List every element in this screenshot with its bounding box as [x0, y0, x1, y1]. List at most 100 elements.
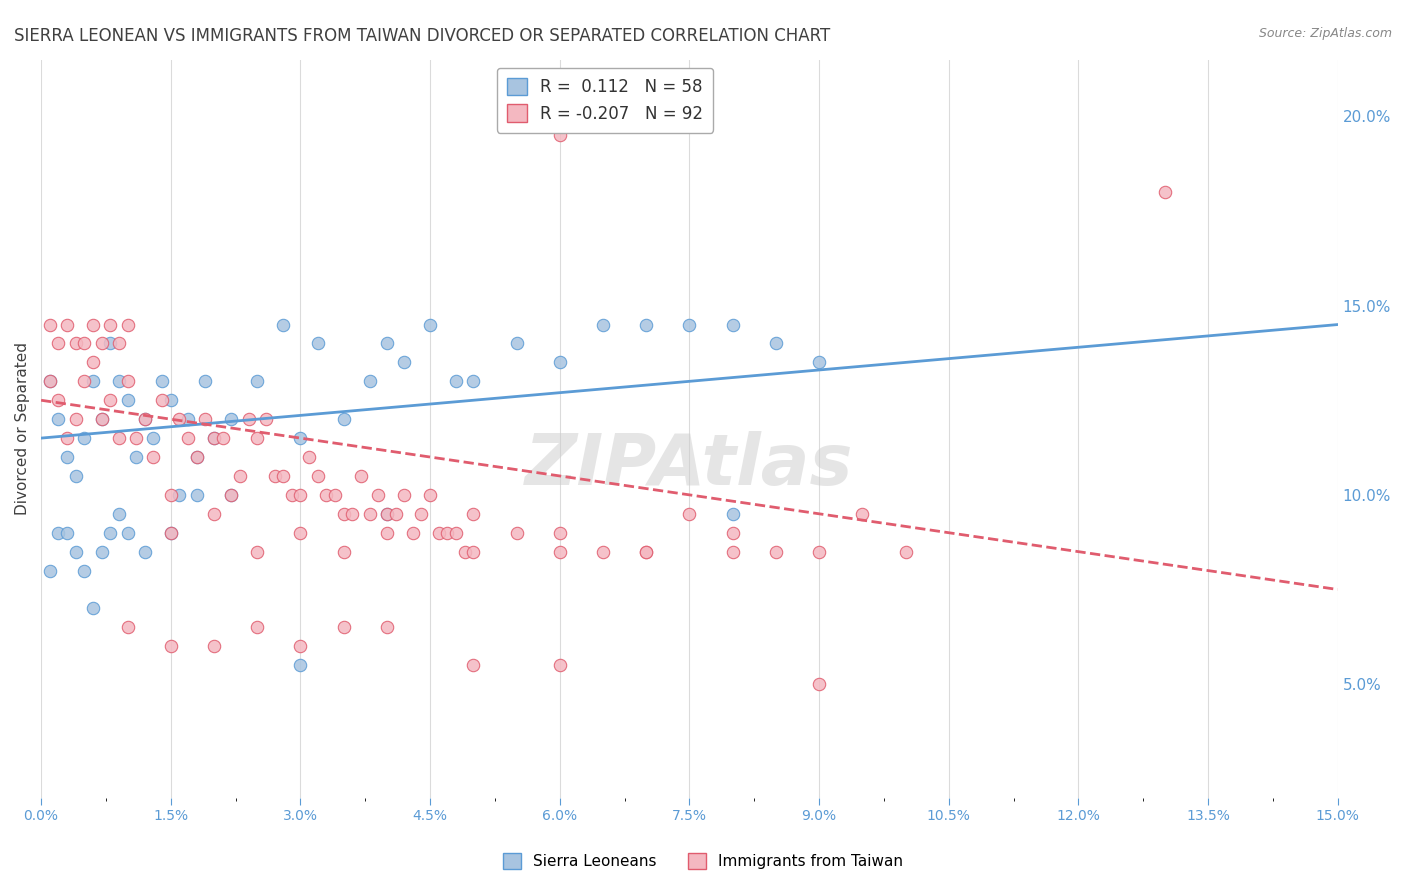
Point — [125, 450, 148, 464]
Point — [808, 544, 831, 558]
Point — [186, 450, 208, 464]
Point — [219, 488, 242, 502]
Point — [548, 355, 571, 369]
Point — [246, 431, 269, 445]
Point — [808, 355, 831, 369]
Point — [202, 431, 225, 445]
Point — [271, 469, 294, 483]
Point — [411, 507, 433, 521]
Point — [350, 469, 373, 483]
Point — [427, 525, 450, 540]
Point — [332, 544, 354, 558]
Point — [134, 412, 156, 426]
Point — [290, 488, 312, 502]
Point — [65, 412, 87, 426]
Point — [150, 393, 173, 408]
Point — [505, 336, 527, 351]
Point — [108, 431, 131, 445]
Point — [402, 525, 425, 540]
Point — [444, 374, 467, 388]
Point — [90, 544, 112, 558]
Y-axis label: Divorced or Separated: Divorced or Separated — [15, 343, 30, 516]
Point — [159, 525, 181, 540]
Point — [290, 640, 312, 654]
Point — [342, 507, 364, 521]
Point — [73, 374, 96, 388]
Point — [117, 374, 139, 388]
Text: Source: ZipAtlas.com: Source: ZipAtlas.com — [1258, 27, 1392, 40]
Point — [194, 374, 217, 388]
Point — [82, 355, 104, 369]
Point — [73, 336, 96, 351]
Point — [263, 469, 285, 483]
Point — [367, 488, 389, 502]
Point — [375, 620, 398, 634]
Point — [98, 318, 121, 332]
Point — [108, 374, 131, 388]
Point — [384, 507, 406, 521]
Point — [444, 525, 467, 540]
Point — [202, 507, 225, 521]
Point — [108, 336, 131, 351]
Point — [765, 336, 787, 351]
Point — [56, 318, 79, 332]
Point — [246, 374, 269, 388]
Point — [73, 564, 96, 578]
Point — [463, 544, 485, 558]
Point — [38, 374, 60, 388]
Point — [169, 488, 191, 502]
Legend: R =  0.112   N = 58, R = -0.207   N = 92: R = 0.112 N = 58, R = -0.207 N = 92 — [496, 68, 713, 133]
Point — [159, 393, 181, 408]
Point — [98, 393, 121, 408]
Point — [48, 412, 70, 426]
Point — [65, 469, 87, 483]
Point — [548, 525, 571, 540]
Point — [48, 336, 70, 351]
Point — [290, 431, 312, 445]
Point — [392, 488, 415, 502]
Point — [375, 336, 398, 351]
Point — [254, 412, 277, 426]
Point — [48, 525, 70, 540]
Point — [851, 507, 873, 521]
Point — [548, 544, 571, 558]
Point — [359, 374, 381, 388]
Point — [117, 318, 139, 332]
Point — [90, 412, 112, 426]
Point — [56, 525, 79, 540]
Point — [281, 488, 304, 502]
Point — [202, 640, 225, 654]
Point — [150, 374, 173, 388]
Point — [678, 507, 700, 521]
Point — [332, 507, 354, 521]
Point — [463, 507, 485, 521]
Point — [186, 450, 208, 464]
Point — [73, 431, 96, 445]
Point — [134, 544, 156, 558]
Point — [117, 525, 139, 540]
Point — [678, 318, 700, 332]
Point — [65, 336, 87, 351]
Point — [375, 507, 398, 521]
Point — [134, 412, 156, 426]
Point — [436, 525, 458, 540]
Point — [592, 544, 614, 558]
Point — [721, 525, 744, 540]
Point — [82, 318, 104, 332]
Point — [142, 431, 165, 445]
Point — [548, 128, 571, 143]
Point — [721, 318, 744, 332]
Point — [246, 620, 269, 634]
Point — [419, 318, 441, 332]
Point — [56, 450, 79, 464]
Point — [332, 412, 354, 426]
Point — [90, 336, 112, 351]
Text: ZIPAtlas: ZIPAtlas — [526, 431, 853, 500]
Point — [636, 544, 658, 558]
Point — [108, 507, 131, 521]
Point — [1154, 185, 1177, 199]
Point — [298, 450, 321, 464]
Point — [636, 544, 658, 558]
Point — [375, 507, 398, 521]
Point — [82, 601, 104, 615]
